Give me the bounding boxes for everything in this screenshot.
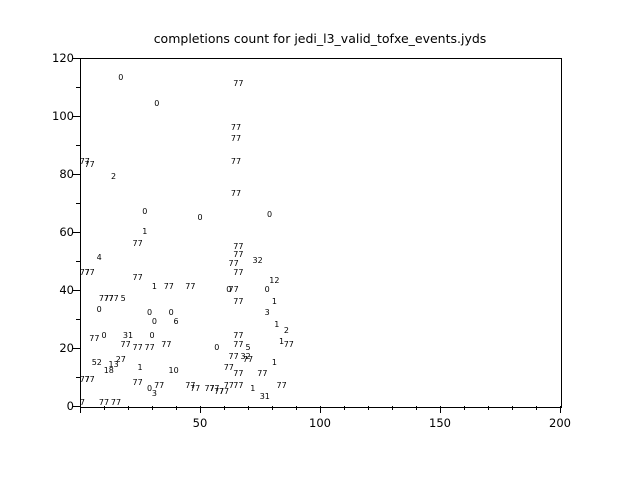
y-axis-major-tick — [73, 232, 80, 233]
x-axis-minor-tick — [296, 406, 297, 410]
y-axis-minor-tick — [76, 145, 80, 146]
y-axis-tick-labels: 0 20 40 60 80 100 120 — [34, 51, 74, 413]
x-axis-minor-tick — [512, 406, 513, 410]
x-axis-tick-label: 50 — [192, 416, 208, 430]
y-axis-major-tick — [73, 348, 80, 349]
x-axis-minor-tick — [128, 406, 129, 410]
x-axis-minor-tick — [392, 406, 393, 410]
y-axis-major-tick — [73, 58, 80, 59]
y-axis-tick-label: 0 — [66, 399, 74, 413]
x-axis-tick-label: 100 — [309, 416, 331, 430]
y-axis-major-tick — [73, 174, 80, 175]
x-axis-minor-tick — [104, 406, 105, 410]
x-axis-minor-tick — [344, 406, 345, 410]
x-axis-major-tick — [320, 406, 321, 413]
y-axis-tick-label: 80 — [59, 167, 74, 181]
x-axis-minor-tick — [536, 406, 537, 410]
x-axis-minor-tick — [248, 406, 249, 410]
y-axis-minor-tick — [76, 377, 80, 378]
x-axis-major-tick — [560, 406, 561, 413]
x-axis-minor-tick — [224, 406, 225, 410]
y-axis-major-tick — [73, 406, 80, 407]
plot-area — [80, 58, 562, 408]
y-axis-minor-tick — [76, 203, 80, 204]
x-axis-tick-label: 150 — [429, 416, 451, 430]
x-axis-major-tick — [200, 406, 201, 413]
x-axis-minor-tick — [176, 406, 177, 410]
y-axis-minor-tick — [76, 87, 80, 88]
x-axis-major-tick — [440, 406, 441, 413]
y-axis-minor-tick — [76, 319, 80, 320]
y-axis-tick-label: 20 — [59, 341, 74, 355]
x-axis-minor-tick — [368, 406, 369, 410]
x-axis-minor-tick — [416, 406, 417, 410]
y-axis-minor-tick — [76, 261, 80, 262]
y-axis-tick-label: 120 — [52, 51, 74, 65]
x-axis-tick-label: 200 — [549, 416, 571, 430]
chart-title: completions count for jedi_l3_valid_tofx… — [153, 31, 487, 46]
x-axis-minor-tick — [152, 406, 153, 410]
y-axis-tick-label: 60 — [59, 225, 74, 239]
x-axis-major-tick — [80, 406, 81, 413]
x-axis-minor-tick — [464, 406, 465, 410]
x-axis-minor-tick — [488, 406, 489, 410]
x-axis-minor-tick — [272, 406, 273, 410]
y-axis-major-tick — [73, 290, 80, 291]
y-axis-tick-label: 100 — [52, 109, 74, 123]
y-axis-major-tick — [73, 116, 80, 117]
y-axis-tick-label: 40 — [59, 283, 74, 297]
